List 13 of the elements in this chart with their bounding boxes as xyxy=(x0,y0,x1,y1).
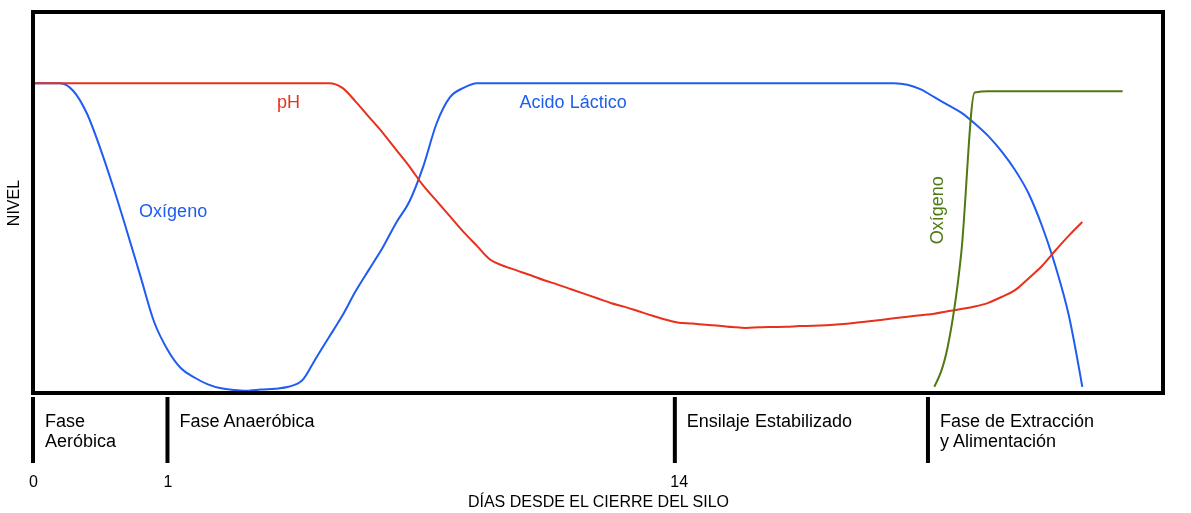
text: Fase Anaeróbica xyxy=(179,411,316,431)
x-tick-label: 0 xyxy=(29,472,39,490)
y-axis-title: NIVEL xyxy=(4,179,22,227)
series-label: Oxígeno xyxy=(139,201,208,222)
series-label: Acido Láctico xyxy=(519,92,627,113)
text: Oxígeno xyxy=(927,176,948,245)
text: Fase Aeróbica xyxy=(45,411,118,451)
text: Fase de Extracción y Alimentación xyxy=(939,411,1095,451)
x-axis-title: DÍAS DESDE EL CIERRE DEL SILO xyxy=(467,491,730,510)
text: Ensilaje Estabilizado xyxy=(686,411,852,431)
series-label: pH xyxy=(276,92,300,113)
x-tick-label: 14 xyxy=(670,472,689,490)
x-tick-label: 1 xyxy=(163,472,173,490)
